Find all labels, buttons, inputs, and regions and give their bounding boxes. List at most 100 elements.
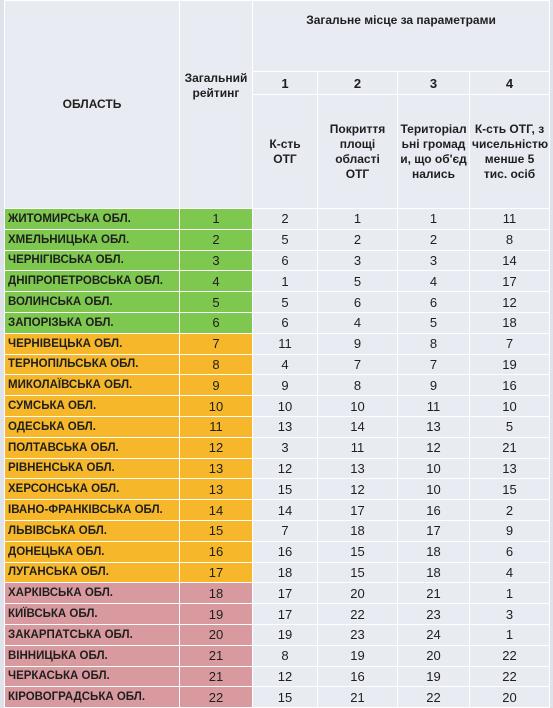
region-cell: ХАРКІВСЬКА ОБЛ.: [4, 582, 180, 605]
table-row: ХМЕЛЬНИЦЬКА ОБЛ. 2 5 2 2 8: [4, 228, 551, 251]
table-row: ДОНЕЦЬКА ОБЛ. 16 16 15 18 6: [4, 540, 551, 563]
rating-cell: 8: [179, 353, 253, 376]
param-1-cell: 17: [252, 582, 318, 605]
param-1-cell: 15: [252, 478, 318, 501]
param-2-cell: 12: [317, 478, 398, 501]
param-4-cell: 19: [468, 353, 551, 376]
table-row: ВОЛИНСЬКА ОБЛ. 5 5 6 6 12: [4, 291, 551, 313]
param-4-cell: 6: [468, 540, 551, 563]
rating-cell: 21: [179, 665, 253, 688]
param-2-cell: 11: [317, 436, 398, 459]
table-row: КІРОВОГРАДСЬКА ОБЛ. 22 15 21 22 20: [4, 686, 551, 708]
param-2-cell: 13: [317, 457, 398, 480]
param-2-cell: 4: [317, 311, 398, 334]
region-cell: РІВНЕНСЬКА ОБЛ.: [4, 457, 180, 480]
param-3-cell: 20: [397, 644, 470, 667]
param-1-cell: 2: [252, 208, 318, 230]
param-1-cell: 10: [252, 395, 318, 417]
rating-cell: 21: [179, 644, 253, 667]
param-2-cell: 15: [317, 540, 398, 563]
param-4-cell: 1: [468, 582, 551, 605]
param-3-cell: 6: [397, 291, 470, 313]
rating-cell: 14: [179, 499, 253, 521]
param-4-cell: 14: [468, 249, 551, 272]
rating-cell: 20: [179, 623, 253, 646]
rating-cell: 1: [179, 208, 253, 230]
param-3-cell: 16: [397, 499, 470, 521]
param-2-cell: 16: [317, 665, 398, 688]
table-row: МИКОЛАЇВСЬКА ОБЛ. 9 9 8 9 16: [4, 374, 551, 397]
table-row: ЖИТОМИРСЬКА ОБЛ. 1 2 1 1 11: [4, 208, 551, 230]
region-cell: ЧЕРКАСЬКА ОБЛ.: [4, 665, 180, 688]
param-3-cell: 1: [397, 208, 470, 230]
param-3-cell: 18: [397, 540, 470, 563]
param-3-cell: 4: [397, 270, 470, 293]
rating-cell: 10: [179, 395, 253, 417]
param-1-cell: 17: [252, 603, 318, 625]
param-3-cell: 13: [397, 415, 470, 438]
table-row: ДНІПРОПЕТРОВСЬКА ОБЛ. 4 1 5 4 17: [4, 270, 551, 293]
table-row: ХЕРСОНСЬКА ОБЛ. 13 15 12 10 15: [4, 478, 551, 501]
param-4-cell: 16: [468, 374, 551, 397]
param-3-label: Територіальні громади, що об'єднались: [397, 94, 470, 209]
param-4-cell: 11: [468, 208, 551, 230]
rating-cell: 11: [179, 415, 253, 438]
rating-cell: 15: [179, 519, 253, 542]
param-4-cell: 15: [468, 478, 551, 501]
region-cell: ЛЬВІВСЬКА ОБЛ.: [4, 519, 180, 542]
param-4-label: К-сть ОТГ, з чисельністю менше 5 тис. ос…: [468, 94, 551, 209]
otg-ranking-table: ОБЛАСТЬ Загальний рейтинг Загальне місце…: [4, 0, 551, 708]
param-3-cell: 17: [397, 519, 470, 542]
param-1-cell: 5: [252, 228, 318, 251]
table-row: ЧЕРКАСЬКА ОБЛ. 21 12 16 19 22: [4, 665, 551, 688]
parameters-group-header: Загальне місце за параметрами: [251, 0, 551, 72]
param-3-cell: 2: [397, 228, 470, 251]
param-2-cell: 8: [317, 374, 398, 397]
param-3-cell: 11: [397, 395, 470, 417]
param-2-number: 2: [317, 71, 398, 95]
param-3-cell: 22: [397, 686, 470, 708]
rating-column-header: Загальний рейтинг: [179, 0, 253, 209]
param-2-cell: 9: [317, 332, 398, 355]
rating-cell: 6: [179, 311, 253, 334]
param-1-cell: 12: [252, 457, 318, 480]
region-cell: ХМЕЛЬНИЦЬКА ОБЛ.: [4, 228, 180, 251]
param-4-cell: 13: [468, 457, 551, 480]
param-4-cell: 21: [468, 436, 551, 459]
table-row: ХАРКІВСЬКА ОБЛ. 18 17 20 21 1: [4, 582, 551, 605]
region-cell: ІВАНО-ФРАНКІВСЬКА ОБЛ.: [4, 499, 180, 521]
region-cell: МИКОЛАЇВСЬКА ОБЛ.: [4, 374, 180, 397]
region-cell: СУМСЬКА ОБЛ.: [4, 395, 180, 417]
rating-cell: 19: [179, 603, 253, 625]
region-cell: ДОНЕЦЬКА ОБЛ.: [4, 540, 180, 563]
param-3-cell: 8: [397, 332, 470, 355]
region-cell: ТЕРНОПІЛЬСЬКА ОБЛ.: [4, 353, 180, 376]
region-cell: ОДЕСЬКА ОБЛ.: [4, 415, 180, 438]
table-row: ЧЕРНІГІВСЬКА ОБЛ. 3 6 3 3 14: [4, 249, 551, 272]
table-row: ЗАПОРІЗЬКА ОБЛ. 6 6 4 5 18: [4, 311, 551, 334]
param-1-number: 1: [252, 71, 318, 95]
param-1-cell: 13: [252, 415, 318, 438]
param-1-cell: 3: [252, 436, 318, 459]
table-row: ТЕРНОПІЛЬСЬКА ОБЛ. 8 4 7 7 19: [4, 353, 551, 376]
rating-cell: 3: [179, 249, 253, 272]
param-3-cell: 12: [397, 436, 470, 459]
param-2-cell: 23: [317, 623, 398, 646]
param-1-cell: 18: [252, 561, 318, 584]
region-cell: ЗАПОРІЗЬКА ОБЛ.: [4, 311, 180, 334]
param-4-cell: 18: [468, 311, 551, 334]
param-2-cell: 17: [317, 499, 398, 521]
param-4-cell: 7: [468, 332, 551, 355]
param-2-cell: 3: [317, 249, 398, 272]
param-4-cell: 3: [468, 603, 551, 625]
param-4-cell: 9: [468, 519, 551, 542]
param-1-cell: 6: [252, 249, 318, 272]
param-1-cell: 11: [252, 332, 318, 355]
rating-cell: 5: [179, 291, 253, 313]
param-1-cell: 15: [252, 686, 318, 708]
rating-cell: 16: [179, 540, 253, 563]
region-cell: ЛУГАНСЬКА ОБЛ.: [4, 561, 180, 584]
param-3-cell: 10: [397, 457, 470, 480]
rating-cell: 7: [179, 332, 253, 355]
